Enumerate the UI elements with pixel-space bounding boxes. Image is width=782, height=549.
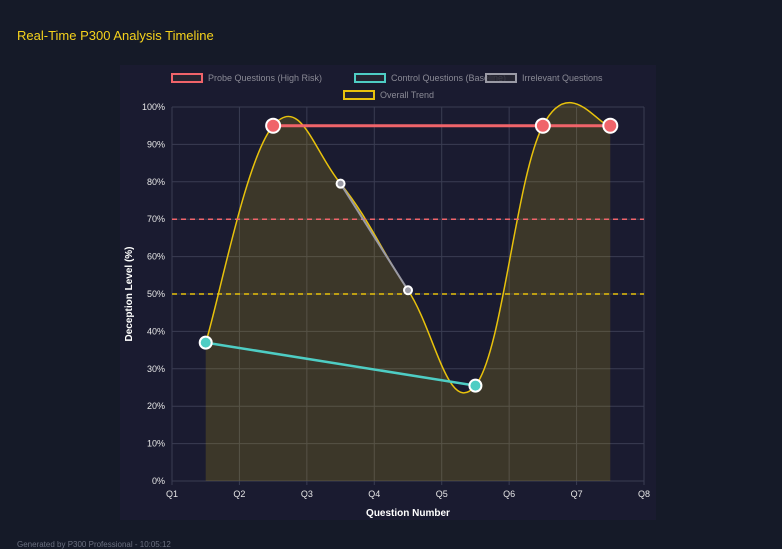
data-point	[265, 117, 282, 134]
legend-label: Probe Questions (High Risk)	[208, 73, 322, 83]
legend-swatch	[485, 73, 517, 83]
chart-panel	[120, 65, 656, 520]
y-tick-label: 20%	[147, 401, 165, 411]
y-tick-label: 90%	[147, 139, 165, 149]
x-tick-label: Q4	[368, 489, 380, 499]
y-tick-label: 10%	[147, 439, 165, 449]
legend-label: Control Questions (Baseline)	[391, 73, 506, 83]
legend-swatch	[343, 90, 375, 100]
trend-line	[204, 101, 611, 394]
footer-text: Generated by P300 Professional - 10:05:1…	[17, 540, 171, 549]
x-axis-title: Question Number	[366, 508, 450, 519]
data-point	[198, 335, 213, 350]
legend-swatch	[354, 73, 386, 83]
y-tick-label: 40%	[147, 326, 165, 336]
x-tick-label: Q1	[166, 489, 178, 499]
x-tick-label: Q3	[301, 489, 313, 499]
legend-label: Irrelevant Questions	[522, 73, 603, 83]
page-title: Real-Time P300 Analysis Timeline	[17, 28, 214, 43]
y-tick-label: 60%	[147, 252, 165, 262]
data-point	[534, 117, 551, 134]
x-tick-label: Q7	[571, 489, 583, 499]
x-tick-label: Q2	[233, 489, 245, 499]
x-tick-label: Q8	[638, 489, 650, 499]
legend-swatch	[171, 73, 203, 83]
y-tick-label: 50%	[147, 289, 165, 299]
y-tick-label: 30%	[147, 364, 165, 374]
data-point	[403, 285, 413, 296]
y-axis-title: Deception Level (%)	[124, 246, 135, 341]
y-tick-label: 70%	[147, 214, 165, 224]
series-line-2	[339, 183, 409, 291]
x-tick-label: Q6	[503, 489, 515, 499]
x-tick-label: Q5	[436, 489, 448, 499]
y-tick-label: 0%	[152, 476, 165, 486]
series-line-1	[205, 341, 476, 387]
data-point	[602, 117, 619, 134]
legend-label: Overall Trend	[380, 90, 434, 100]
data-point	[335, 178, 346, 189]
y-tick-label: 100%	[142, 102, 165, 112]
data-point	[468, 378, 483, 393]
y-tick-label: 80%	[147, 177, 165, 187]
